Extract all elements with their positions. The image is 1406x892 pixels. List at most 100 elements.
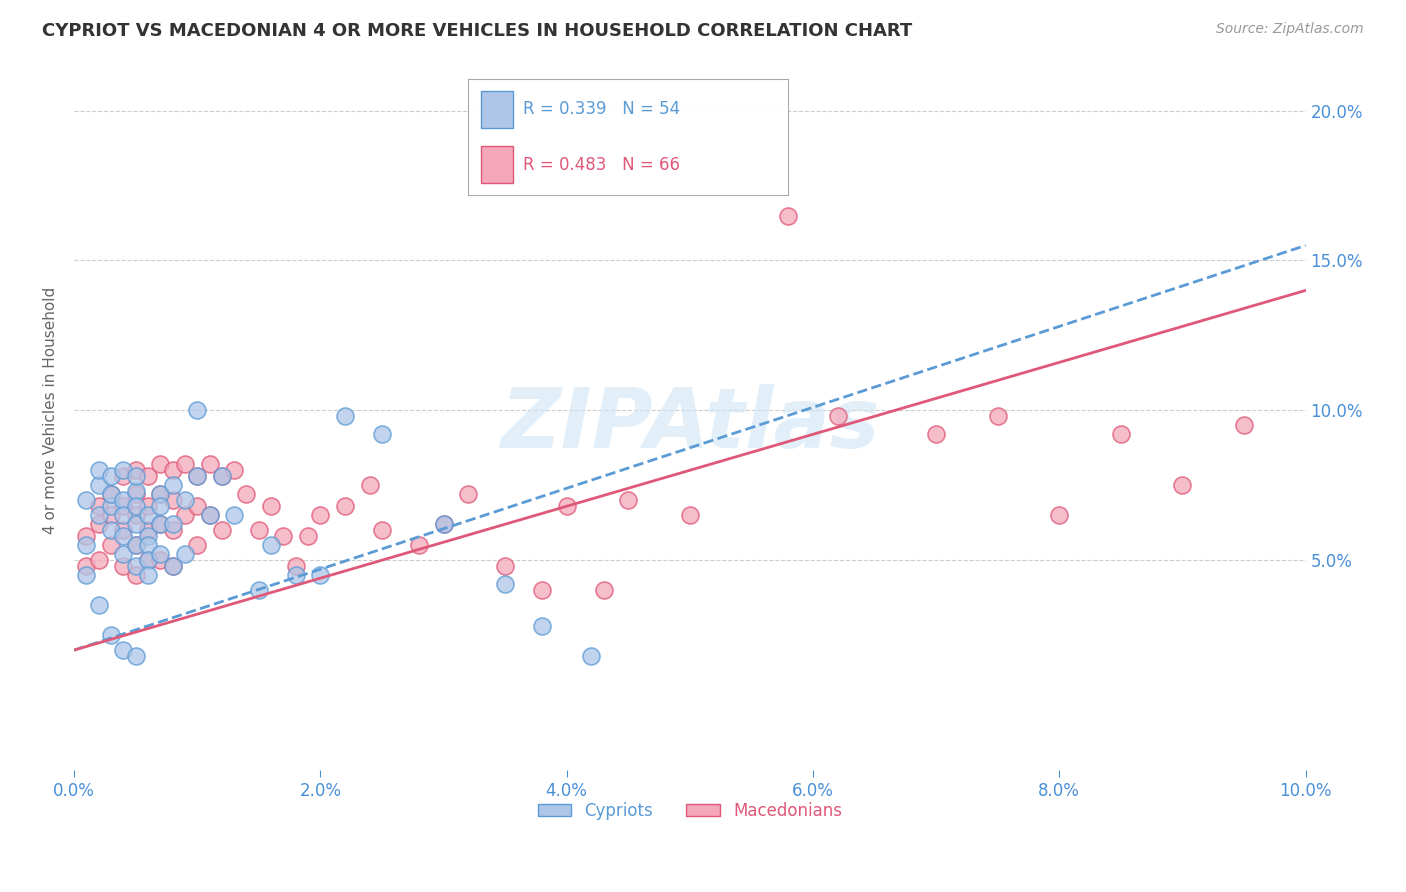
Point [186,469,208,483]
Point [112,529,135,543]
Text: ZIPAtlas: ZIPAtlas [501,384,880,466]
Point [987,409,1010,424]
Point [174,547,197,561]
Point [198,458,221,472]
Point [87,478,110,492]
Point [149,487,172,501]
Text: CYPRIOT VS MACEDONIAN 4 OR MORE VEHICLES IN HOUSEHOLD CORRELATION CHART: CYPRIOT VS MACEDONIAN 4 OR MORE VEHICLES… [42,22,912,40]
Point [186,469,208,483]
Point [284,568,307,582]
Point [136,538,159,552]
Point [124,517,146,532]
Point [136,523,159,537]
Point [531,583,554,598]
Point [408,538,430,552]
Point [87,500,110,514]
Point [297,529,319,543]
Point [136,508,159,523]
Point [186,403,208,417]
Point [162,478,184,492]
Y-axis label: 4 or more Vehicles in Household: 4 or more Vehicles in Household [44,286,58,534]
Point [124,559,146,574]
Text: Source: ZipAtlas.com: Source: ZipAtlas.com [1216,22,1364,37]
Point [112,493,135,508]
Point [260,500,283,514]
Point [100,538,122,552]
Point [778,209,800,223]
Point [112,559,135,574]
Point [112,547,135,561]
Point [555,500,578,514]
Point [112,463,135,477]
Point [273,529,295,543]
Point [925,427,948,442]
Point [617,493,640,508]
Point [124,649,146,664]
Point [260,538,283,552]
Point [162,517,184,532]
Point [100,628,122,642]
Point [162,523,184,537]
Point [371,427,394,442]
Point [284,559,307,574]
Point [235,487,257,501]
Point [112,643,135,657]
Point [186,500,208,514]
Point [1047,508,1070,523]
Point [162,463,184,477]
Point [1233,418,1256,433]
Point [211,469,233,483]
Point [87,508,110,523]
Point [136,469,159,483]
Point [581,649,603,664]
Point [75,493,97,508]
Point [124,500,146,514]
Point [679,508,702,523]
Point [494,577,516,591]
Point [124,538,146,552]
Point [87,553,110,567]
Point [174,493,197,508]
Point [1109,427,1132,442]
Point [1171,478,1194,492]
Point [371,523,394,537]
Point [211,523,233,537]
Point [124,508,146,523]
Point [198,508,221,523]
Point [100,500,122,514]
Point [149,458,172,472]
Point [112,523,135,537]
Point [224,463,246,477]
Point [112,469,135,483]
Point [124,484,146,499]
Point [136,568,159,582]
Point [149,517,172,532]
Point [124,469,146,483]
Point [75,538,97,552]
Point [136,553,159,567]
Point [87,463,110,477]
Point [198,508,221,523]
Point [124,538,146,552]
Point [174,508,197,523]
Point [457,487,479,501]
Point [174,458,197,472]
Point [149,547,172,561]
Legend: Cypriots, Macedonians: Cypriots, Macedonians [531,795,849,826]
Point [432,517,454,532]
Point [224,508,246,523]
Point [112,508,135,523]
Point [333,500,356,514]
Point [136,500,159,514]
Point [100,508,122,523]
Point [211,469,233,483]
Point [149,517,172,532]
Point [75,559,97,574]
Point [592,583,614,598]
Point [432,517,454,532]
Point [100,523,122,537]
Point [136,529,159,543]
Point [149,500,172,514]
Point [162,559,184,574]
Point [75,529,97,543]
